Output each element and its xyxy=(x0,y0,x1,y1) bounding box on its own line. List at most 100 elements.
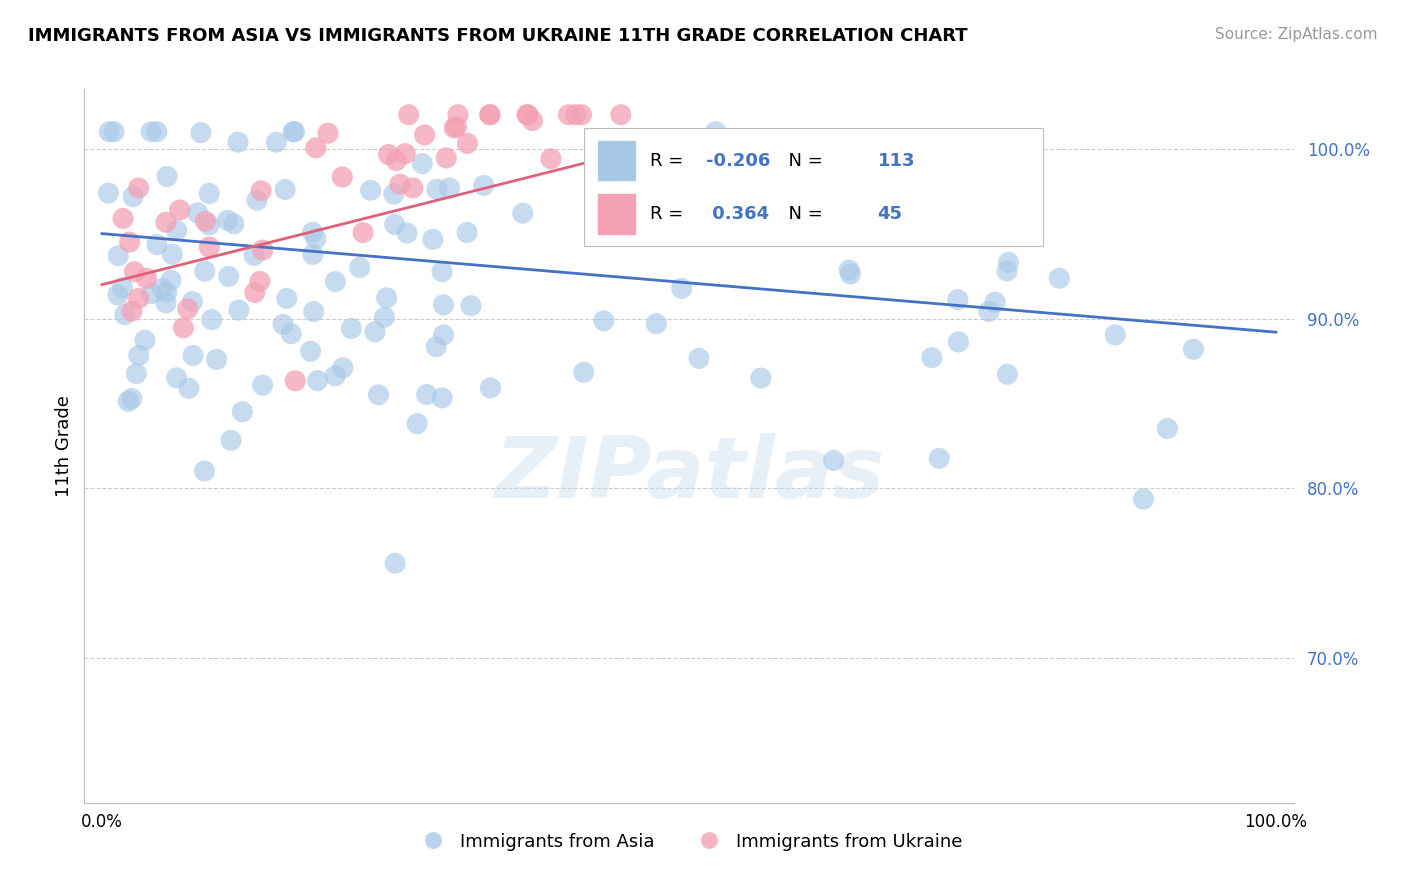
Point xyxy=(426,182,449,196)
Bar xyxy=(599,141,634,180)
Point xyxy=(478,108,501,122)
Point xyxy=(146,237,169,252)
Point xyxy=(645,317,668,331)
Point xyxy=(839,267,862,281)
Point xyxy=(194,214,217,228)
Point xyxy=(522,113,544,128)
Point xyxy=(921,351,943,365)
Point xyxy=(823,453,845,467)
Point xyxy=(117,394,139,409)
Point xyxy=(447,108,470,122)
Point xyxy=(375,291,398,305)
Text: -0.206: -0.206 xyxy=(706,152,770,169)
Text: R =: R = xyxy=(650,205,689,223)
Point xyxy=(364,325,387,339)
Point xyxy=(384,556,406,570)
Point xyxy=(128,291,150,305)
Point xyxy=(198,240,221,254)
Point xyxy=(283,125,305,139)
Point xyxy=(413,128,436,142)
Point xyxy=(1047,271,1070,285)
Point xyxy=(516,108,538,122)
Text: R =: R = xyxy=(650,152,689,169)
Point xyxy=(388,178,411,192)
Point xyxy=(1156,421,1178,435)
Point xyxy=(456,226,478,240)
Point xyxy=(205,352,228,367)
Point xyxy=(274,182,297,196)
Point xyxy=(602,153,624,167)
Point xyxy=(299,344,322,359)
Point xyxy=(977,304,1000,318)
Point xyxy=(139,125,162,139)
Point xyxy=(512,206,534,220)
Point xyxy=(169,202,191,217)
Point xyxy=(121,392,143,406)
Legend: Immigrants from Asia, Immigrants from Ukraine: Immigrants from Asia, Immigrants from Uk… xyxy=(408,826,970,858)
Point xyxy=(198,186,221,201)
Point xyxy=(305,141,328,155)
Point xyxy=(190,126,212,140)
Point xyxy=(443,120,465,135)
Point xyxy=(252,378,274,392)
Point xyxy=(252,243,274,257)
Point xyxy=(479,381,502,395)
Point xyxy=(406,417,429,431)
Point xyxy=(430,265,453,279)
Point xyxy=(749,371,772,385)
Point xyxy=(688,351,710,366)
Point xyxy=(360,183,382,197)
Point xyxy=(172,321,194,335)
Point xyxy=(141,286,163,301)
Point xyxy=(302,304,325,318)
Point xyxy=(135,271,157,285)
Point xyxy=(162,247,184,261)
Point xyxy=(1182,343,1205,357)
Point xyxy=(217,213,239,227)
Point xyxy=(997,255,1019,269)
Point xyxy=(231,405,253,419)
Point xyxy=(572,365,595,379)
Point xyxy=(134,333,156,347)
Point xyxy=(228,303,250,318)
Text: N =: N = xyxy=(778,205,828,223)
Point xyxy=(323,368,346,383)
Point xyxy=(1132,491,1154,506)
Point xyxy=(984,295,1007,310)
Point xyxy=(181,294,204,309)
Point xyxy=(434,151,457,165)
FancyBboxPatch shape xyxy=(583,128,1043,246)
Point xyxy=(671,281,693,295)
Point xyxy=(177,381,200,395)
Point xyxy=(186,206,208,220)
Point xyxy=(97,186,120,200)
Point xyxy=(156,169,179,184)
Point xyxy=(271,318,294,332)
Point xyxy=(446,120,468,134)
Y-axis label: 11th Grade: 11th Grade xyxy=(55,395,73,497)
Point xyxy=(112,211,135,226)
Point xyxy=(385,153,408,168)
Point xyxy=(243,285,266,300)
Point xyxy=(332,360,354,375)
Text: IMMIGRANTS FROM ASIA VS IMMIGRANTS FROM UKRAINE 11TH GRADE CORRELATION CHART: IMMIGRANTS FROM ASIA VS IMMIGRANTS FROM … xyxy=(28,27,967,45)
Point xyxy=(219,434,242,448)
Point xyxy=(610,108,633,122)
Point xyxy=(316,126,339,140)
Point xyxy=(305,232,328,246)
Point xyxy=(402,181,425,195)
Point xyxy=(432,298,454,312)
Point xyxy=(593,314,616,328)
Point xyxy=(928,451,950,466)
Point xyxy=(166,371,188,385)
Point xyxy=(243,248,266,262)
Point xyxy=(250,184,273,198)
Point xyxy=(382,187,405,202)
Point xyxy=(226,135,249,149)
Point xyxy=(107,288,129,302)
Point xyxy=(398,108,420,122)
Point xyxy=(425,340,447,354)
Point xyxy=(995,368,1018,382)
Point xyxy=(181,348,204,362)
Text: 0.364: 0.364 xyxy=(706,205,769,223)
